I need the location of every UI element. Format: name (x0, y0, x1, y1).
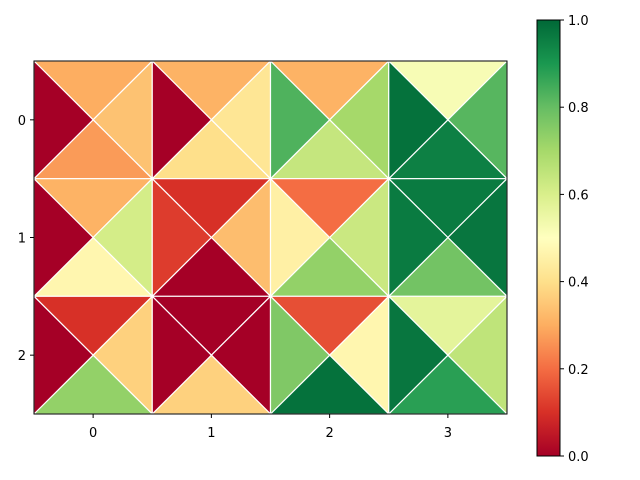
y-tick-label: 0 (18, 114, 26, 129)
colorbar-tick-label: 0.2 (568, 363, 589, 378)
colorbar-tick-label: 0.8 (568, 101, 589, 116)
triangle-r2-c1-left (151, 295, 212, 415)
triangle-r1-c3-left (388, 178, 449, 297)
colorbar (536, 19, 561, 457)
colorbar-tick-label: 0.0 (568, 450, 589, 465)
x-axis: 0 1 2 3 (89, 414, 452, 441)
triangle-r0-c2-left (269, 60, 331, 180)
triangle-cells (33, 60, 508, 415)
triangle-r0-c1-left (151, 60, 212, 180)
triangle-r2-c2-left (269, 295, 331, 415)
triangle-r0-c3-left (388, 60, 449, 180)
x-tick-label: 3 (444, 426, 452, 441)
colorbar-tick-label: 0.4 (568, 276, 589, 291)
x-tick-label: 1 (207, 426, 215, 441)
colorbar-axis: 0.0 0.2 0.4 0.6 0.8 1.0 (560, 14, 589, 465)
triangle-r1-c1-left (151, 178, 212, 297)
triangle-r2-c3-left (388, 295, 449, 415)
colorbar-tick-label: 1.0 (568, 14, 589, 29)
y-tick-label: 1 (18, 232, 26, 247)
y-tick-label: 2 (18, 349, 26, 364)
triangle-r1-c2-left (269, 178, 331, 297)
colorbar-tick-label: 0.6 (568, 188, 589, 203)
y-axis: 0 1 2 (18, 114, 34, 364)
x-tick-label: 0 (89, 426, 97, 441)
x-tick-label: 2 (325, 426, 333, 441)
